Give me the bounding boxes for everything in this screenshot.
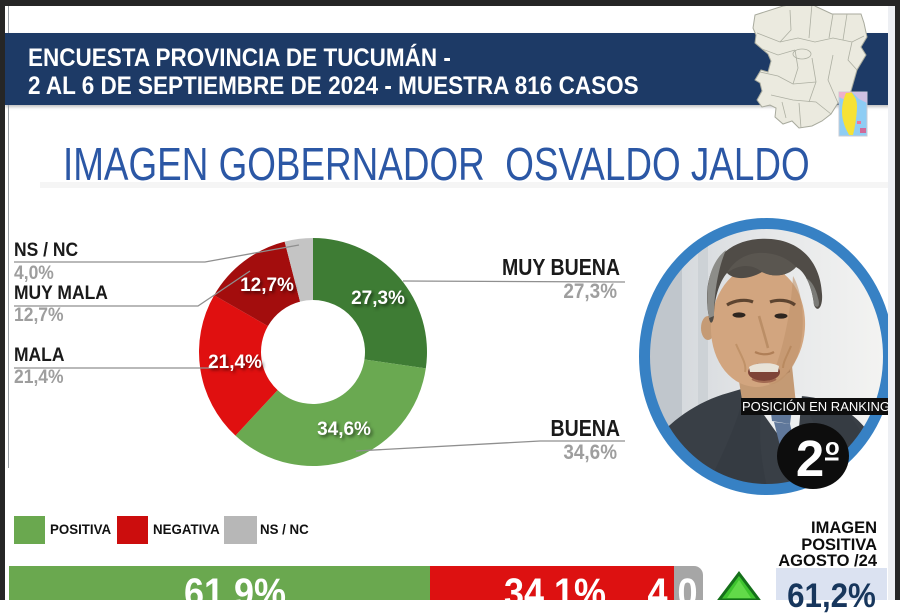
svg-text:o: o (825, 434, 840, 461)
svg-text:2: 2 (796, 430, 824, 487)
